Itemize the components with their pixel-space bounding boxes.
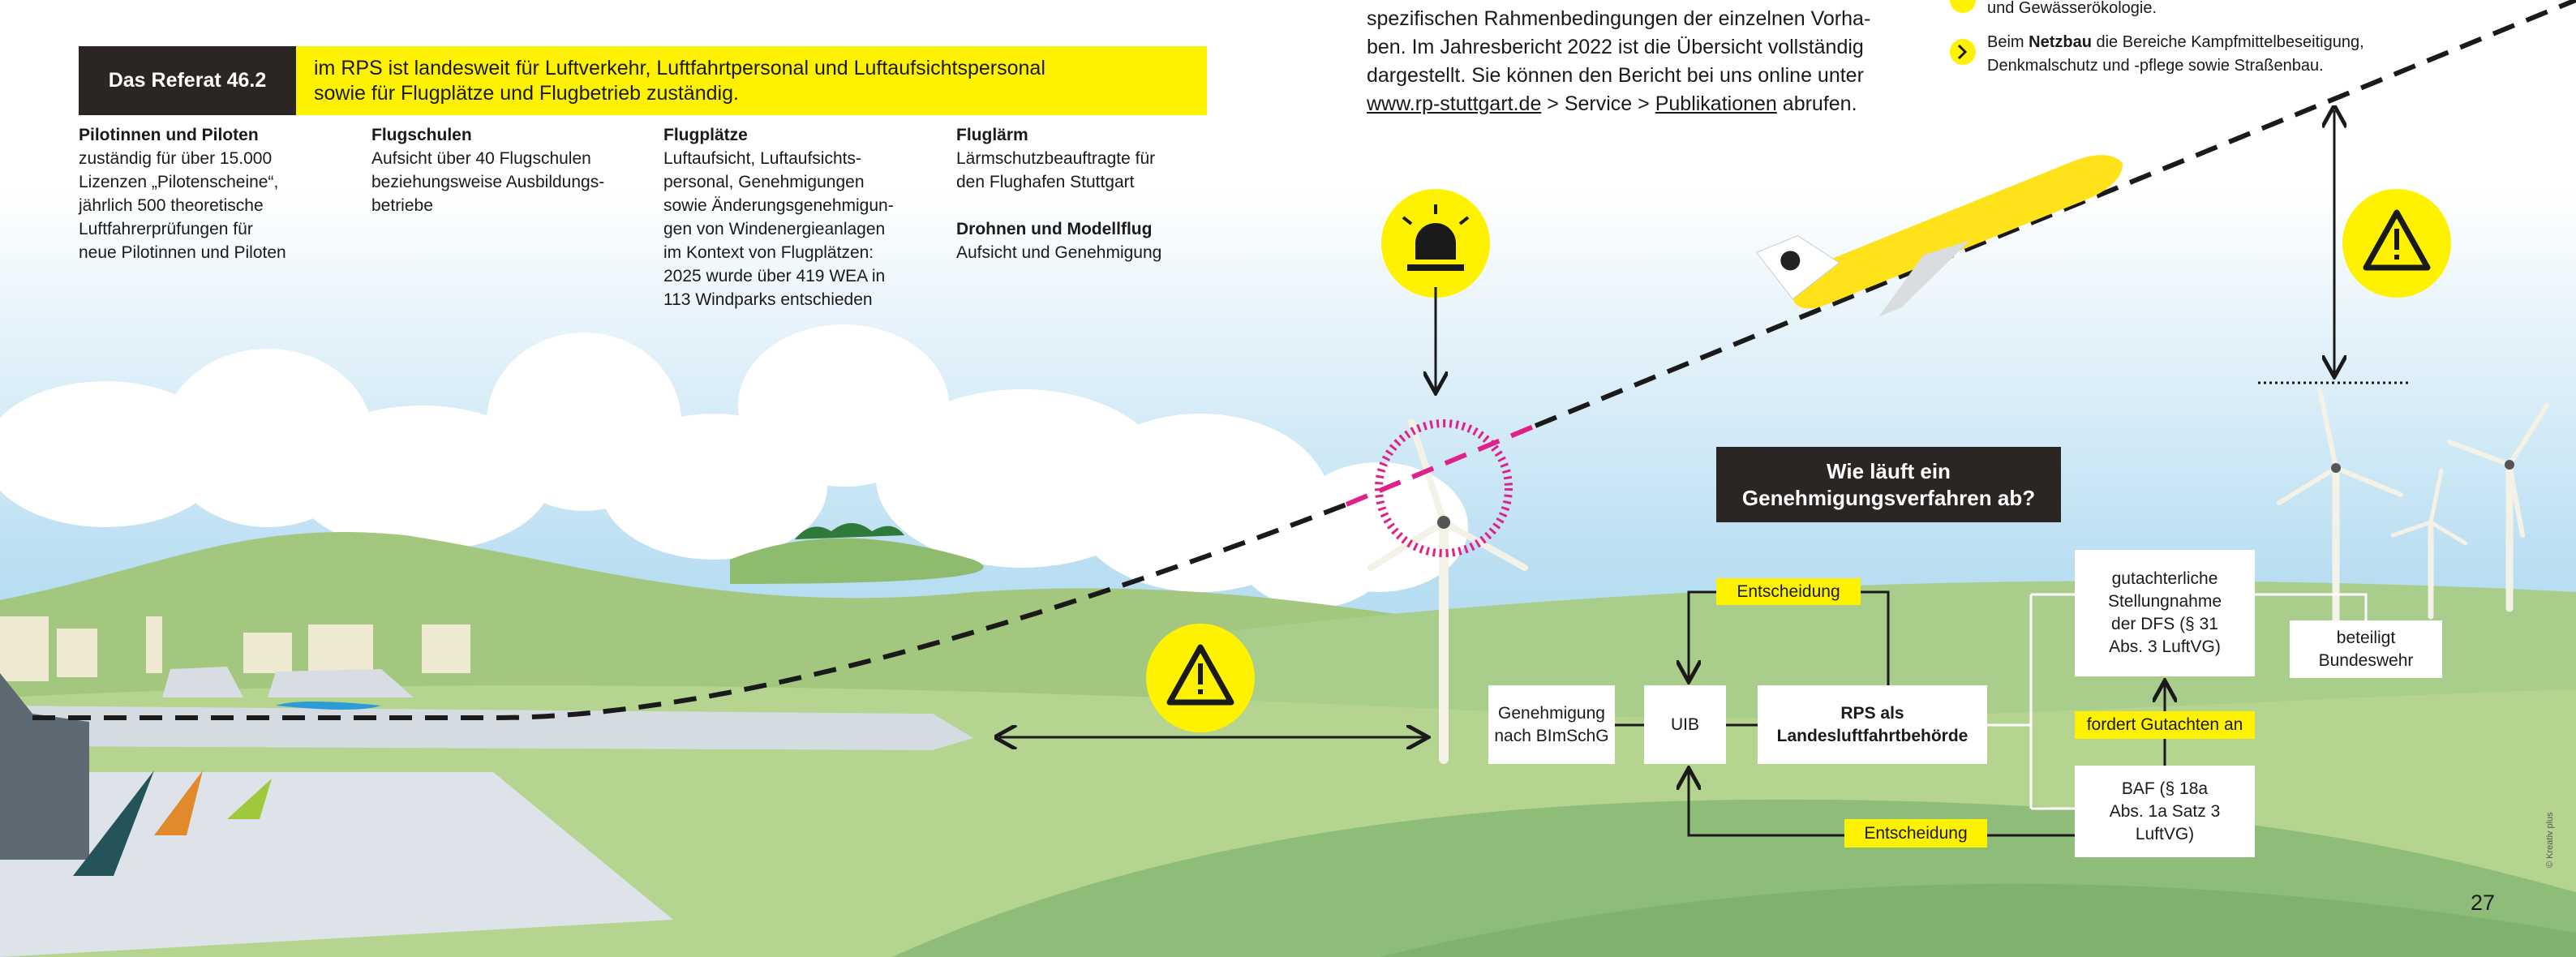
column-title: Flugschulen — [371, 126, 472, 144]
column: Fluglärm Lärmschutzbeauftragte für den Flu… — [956, 123, 1161, 264]
text-line: Luftaufsicht, Luftaufsichts- — [663, 149, 861, 168]
text-line: gutachterliche — [2111, 569, 2218, 588]
text-line: 113 Windparks entschieden — [663, 290, 873, 309]
text-line: den Flughafen Stuttgart — [956, 173, 1135, 191]
column-text: zuständig für über 15.000 Lizenzen „Pilot… — [79, 147, 286, 264]
text-line: personal, Genehmigungen — [663, 173, 865, 191]
text-line: zuständig für über 15.000 — [79, 149, 273, 168]
edge-label: fordert Gutachten an — [2075, 711, 2255, 739]
column-title: Pilotinnen und Piloten — [79, 126, 259, 144]
column-text: Aufsicht und Genehmigung — [956, 241, 1161, 264]
text-line: Lizenzen „Pilotenscheine“, — [79, 173, 279, 191]
node: gutachterliche Stellungnahme der DFS (§ 31… — [2075, 550, 2255, 676]
intro-text: spezifischen Rahmenbedingungen der einze… — [1367, 5, 1870, 118]
text-line: Luftfahrerprüfungen für — [79, 220, 253, 238]
text-line: gen von Windenergieanlagen — [663, 220, 886, 238]
link[interactable]: www.rp-stuttgart.de — [1367, 92, 1542, 115]
text-line: betriebe — [371, 196, 433, 215]
text-line: dargestellt. Sie können den Bericht bei … — [1367, 64, 1864, 87]
page-number: 27 — [2471, 890, 2496, 915]
node: beteiligt Bundeswehr — [2290, 620, 2442, 678]
text-line: BAF (§ 18a — [2121, 779, 2209, 798]
column: Pilotinnen und Piloten zuständig für über… — [79, 123, 286, 264]
column: Flugplätze Luftaufsicht, Luftaufsichts-pe… — [663, 123, 894, 311]
column: Flugschulen Aufsicht über 40 Flugschulen b… — [371, 123, 604, 217]
text-line: im RPS ist landesweit für Luftverkehr, L… — [314, 57, 1045, 79]
text-line: RPS als — [1840, 703, 1904, 723]
link[interactable]: Publikationen — [1655, 92, 1777, 115]
header-text: im RPS ist landesweit für Luftverkehr, L… — [296, 46, 1207, 115]
text-line: jährlich 500 theoretische — [79, 196, 264, 215]
text-line: sowie Änderungsgenehmigun- — [663, 196, 894, 215]
text: die Bereiche Kampfmittelbeseitigung, — [2091, 33, 2364, 51]
text-line: der DFS (§ 31 — [2111, 615, 2218, 633]
column-text: Aufsicht über 40 Flugschulen beziehungswe… — [371, 147, 604, 217]
text-line: LuftVG) — [2135, 824, 2195, 843]
column-text: Lärmschutzbeauftragte für den Flughafen S… — [956, 147, 1161, 194]
text-line: neue Pilotinnen und Piloten — [79, 243, 286, 262]
text-line: spezifischen Rahmenbedingungen der einze… — [1367, 7, 1871, 30]
column-text: Luftaufsicht, Luftaufsichts-personal, Ge… — [663, 147, 894, 311]
text: Beim — [1987, 33, 2029, 51]
intro-lines: spezifischen Rahmenbedingungen der einze… — [1367, 5, 1870, 90]
text-line: Abs. 1a Satz 3 — [2109, 801, 2221, 821]
column-title: Flugplätze — [663, 126, 748, 144]
text-line: UIB — [1670, 715, 1699, 734]
intro-link-line: www.rp-stuttgart.de > Service > Publikat… — [1367, 90, 1870, 118]
text: abrufen. — [1776, 92, 1857, 115]
text-line: Aufsicht über 40 Flugschulen — [371, 149, 591, 168]
text-line: Genehmigungsverfahren ab? — [1741, 485, 2036, 510]
text-line: ben. Im Jahresbericht 2022 ist die Übers… — [1367, 36, 1864, 58]
node: RPS als Landesluftfahrtbehörde — [1758, 685, 1987, 764]
diagram-title: Wie läuft ein Genehmigungsverfahren ab? — [1716, 447, 2061, 522]
node: BAF (§ 18a Abs. 1a Satz 3 LuftVG) — [2075, 766, 2255, 857]
edge-label: Entscheidung — [1844, 819, 1987, 848]
text-line: Genehmigung — [1498, 703, 1605, 723]
text-line: beteiligt — [2336, 628, 2396, 647]
edge-label: Entscheidung — [1716, 578, 1861, 605]
text-line: sowie für Flugplätze und Flugbetrieb zus… — [314, 82, 739, 105]
text-line: Wie läuft ein — [1827, 458, 1951, 483]
node: UIB — [1644, 685, 1726, 764]
bullet-fragment: und Gewässerökologie. — [1987, 0, 2157, 17]
text: Netzbau — [2029, 33, 2092, 51]
header-label: Das Referat 46.2 — [79, 46, 296, 115]
text-line: Landesluftfahrtbehörde — [1776, 726, 1968, 745]
bullet-item: Beim Netzbau die Bereiche Kampfmittelbes… — [1987, 31, 2364, 78]
text-line: Bundeswehr — [2318, 650, 2414, 670]
text-line: im Kontext von Flugplätzen: — [663, 243, 874, 262]
text-line: beziehungsweise Ausbildungs- — [371, 173, 605, 191]
text-line: nach BImSchG — [1494, 726, 1609, 745]
text-line: Stellungnahme — [2107, 592, 2222, 611]
column-title: Fluglärm — [956, 126, 1028, 144]
text: Denkmalschutz und -pflege sowie Straßenb… — [1987, 57, 2324, 75]
node: Genehmigung nach BImSchG — [1488, 685, 1615, 764]
credit: © Kreativ plus — [2545, 812, 2555, 868]
text-line: 2025 wurde über 419 WEA in — [663, 267, 886, 285]
text-line: Abs. 3 LuftVG) — [2109, 637, 2221, 656]
text-line: Lärmschutzbeauftragte für — [956, 149, 1156, 168]
column-title: Drohnen und Modellflug — [956, 220, 1153, 238]
text-line: Aufsicht und Genehmigung — [956, 243, 1162, 262]
text: > Service > — [1541, 92, 1655, 115]
